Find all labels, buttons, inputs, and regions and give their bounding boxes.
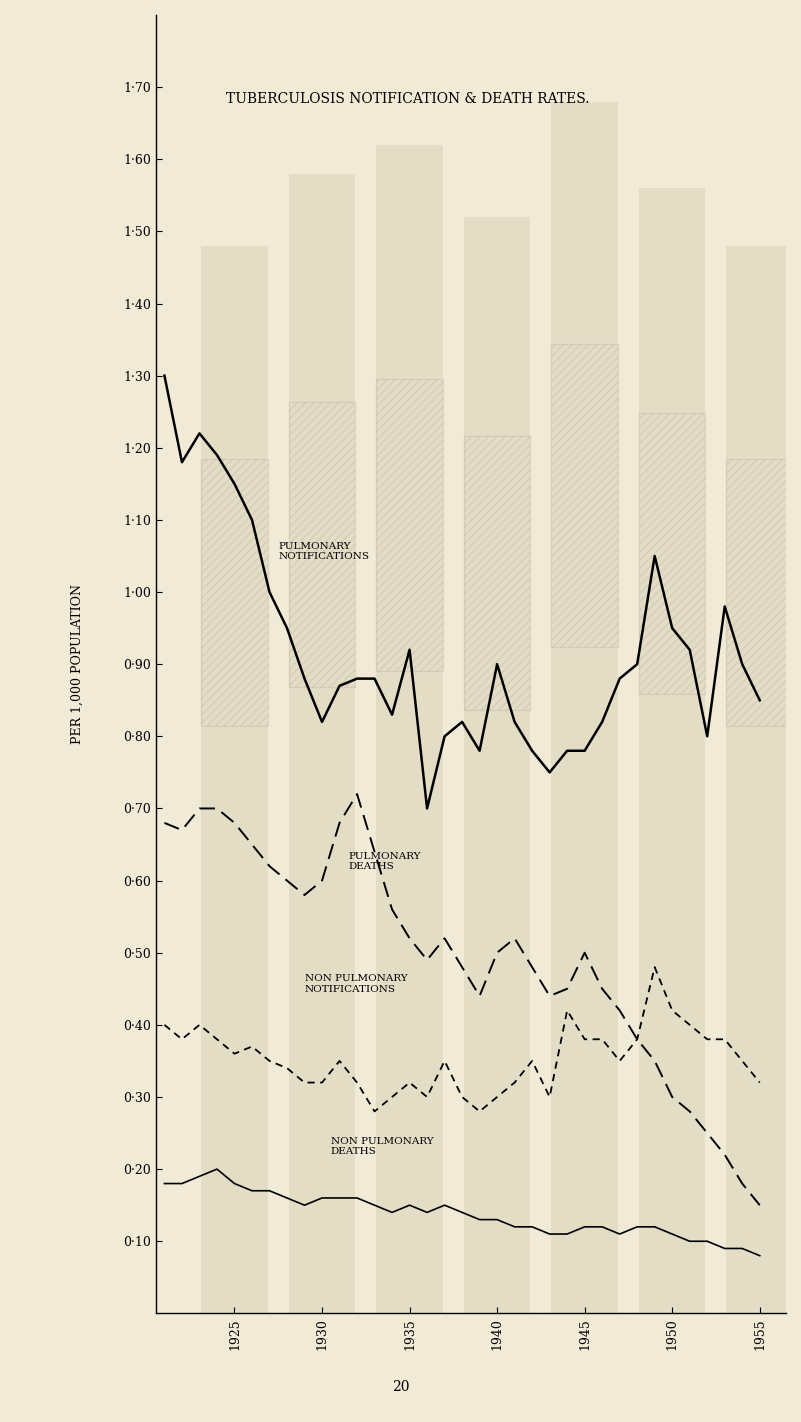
Bar [639,188,706,1314]
Text: 20: 20 [392,1379,409,1394]
Text: TUBERCULOSIS NOTIFICATION & DEATH RATES.: TUBERCULOSIS NOTIFICATION & DEATH RATES. [226,92,590,107]
Text: PULMONARY
DEATHS: PULMONARY DEATHS [348,852,421,872]
Bar [288,401,356,687]
Bar [376,145,443,1314]
Bar [551,344,618,647]
Bar [201,246,268,1314]
Text: NON PULMONARY
DEATHS: NON PULMONARY DEATHS [331,1136,433,1156]
Bar [464,437,530,711]
Bar [551,101,618,1314]
Bar [376,378,443,671]
Bar [464,218,530,1314]
Text: NON PULMONARY
NOTIFICATIONS: NON PULMONARY NOTIFICATIONS [304,974,407,994]
Bar [288,173,356,1314]
Bar [201,459,268,727]
Bar [639,414,706,694]
Text: PULMONARY
NOTIFICATIONS: PULMONARY NOTIFICATIONS [278,542,369,560]
Bar [727,459,793,727]
Bar [727,246,793,1314]
Y-axis label: PER 1,000 POPULATION: PER 1,000 POPULATION [71,584,84,744]
